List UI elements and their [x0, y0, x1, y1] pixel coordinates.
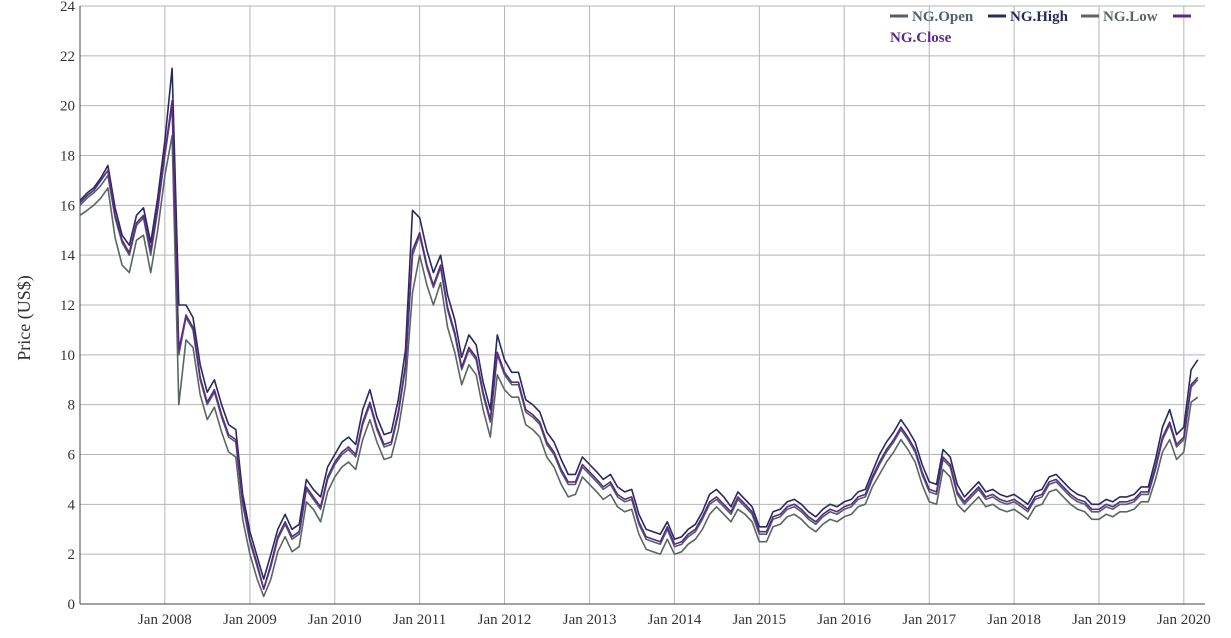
x-tick-label: Jan 2011: [393, 612, 446, 628]
y-tick-label: 10: [60, 348, 75, 364]
legend-label: NG.Low: [1103, 9, 1158, 25]
y-tick-label: 20: [60, 99, 75, 115]
x-tick-label: Jan 2008: [138, 612, 192, 628]
x-tick-label: Jan 2013: [563, 612, 617, 628]
y-tick-label: 14: [60, 248, 76, 264]
series-line-ng-high: [79, 67, 1199, 580]
legend: NG.Open NG.High NG.Low NG.Close: [890, 9, 1191, 46]
x-tick-label: Jan 2017: [902, 612, 956, 628]
legend-label: NG.Close: [890, 30, 952, 46]
x-tick-label: Jan 2012: [478, 612, 532, 628]
y-tick-label: 16: [60, 198, 76, 214]
x-tick-label: Jan 2018: [987, 612, 1041, 628]
series-line-ng-close: [79, 99, 1199, 590]
legend-label: NG.High: [1010, 9, 1069, 25]
x-tick-label: Jan 2016: [817, 612, 871, 628]
y-tick-label: 22: [60, 49, 75, 65]
series-lines: [79, 67, 1199, 598]
x-tick-label: Jan 2010: [308, 612, 362, 628]
y-tick-label: 0: [68, 597, 76, 613]
y-tick-label: 2: [68, 547, 76, 563]
x-tick-label: Jan 2015: [732, 612, 786, 628]
y-tick-label: 6: [68, 448, 76, 464]
x-tick-label: Jan 2019: [1072, 612, 1126, 628]
y-tick-label: 12: [60, 298, 75, 314]
x-tick-label: Jan 2014: [648, 612, 702, 628]
y-tick-label: 4: [68, 497, 76, 513]
series-line-ng-low: [79, 134, 1199, 598]
y-tick-label: 18: [60, 149, 75, 165]
legend-label: NG.Open: [912, 9, 974, 25]
x-tick-label: Jan 2020: [1157, 612, 1211, 628]
y-tick-label: 24: [60, 0, 76, 15]
y-axis-title: Price (US$): [14, 275, 35, 360]
x-tick-label: Jan 2009: [223, 612, 277, 628]
y-tick-label: 8: [68, 398, 76, 414]
grid: [80, 5, 1205, 605]
